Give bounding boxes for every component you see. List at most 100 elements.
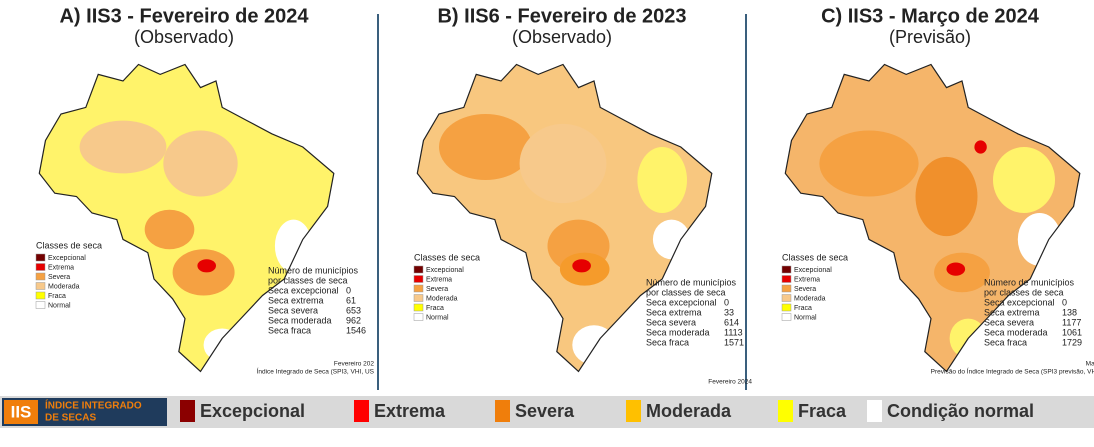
map-region — [915, 156, 978, 237]
legend-title: Classes de seca — [782, 252, 848, 262]
panel-title: C) IIS3 - Março de 2024 — [821, 5, 1040, 27]
logo: IIS — [11, 402, 32, 421]
stats-label: Seca excepcional — [268, 285, 339, 295]
stats-value: 653 — [346, 305, 361, 315]
stats-value: 1546 — [346, 325, 366, 335]
legend-swatch — [413, 275, 424, 283]
legend-label: Fraca — [426, 305, 444, 312]
panel-title: A) IIS3 - Fevereiro de 2024 — [59, 5, 309, 27]
map-region — [519, 123, 607, 204]
stats-value: 1061 — [1062, 327, 1082, 337]
banner-swatch — [778, 400, 793, 422]
stats-title: por classes de seca — [984, 287, 1064, 297]
legend-swatch — [35, 272, 46, 281]
legend-swatch — [781, 284, 792, 293]
map-region — [172, 249, 235, 296]
legend-swatch — [781, 303, 792, 312]
map-region — [572, 259, 591, 273]
banner-swatch — [867, 400, 882, 422]
map-region — [144, 209, 195, 250]
stats-label: Seca extrema — [984, 307, 1040, 317]
stats-label: Seca excepcional — [646, 297, 717, 307]
stats-label: Seca severa — [646, 317, 696, 327]
legend-label: Extrema — [48, 264, 74, 271]
banner-swatch — [180, 400, 195, 422]
stats-label: Seca fraca — [268, 325, 311, 335]
footer-note: Previsão do Índice Integrado de Seca (SP… — [931, 367, 1094, 376]
stats-value: 962 — [346, 315, 361, 325]
banner-swatch — [495, 400, 510, 422]
legend-label: Moderada — [426, 295, 458, 302]
legend-label: Extrema — [794, 276, 820, 283]
map-region — [946, 262, 966, 276]
stats-value: 138 — [1062, 307, 1077, 317]
footer-note: Fevereiro 2024 — [708, 379, 752, 386]
stats-label: Seca severa — [984, 317, 1034, 327]
footer-note: Índice Integrado de Seca (SPI3, VHI, US — [257, 367, 375, 376]
stats-value: 1729 — [1062, 337, 1082, 347]
map-region — [197, 259, 216, 273]
banner-swatch — [626, 400, 641, 422]
stats-label: Seca excepcional — [984, 297, 1055, 307]
legend-swatch — [781, 275, 792, 283]
map-outline — [784, 63, 1081, 373]
panel-title: B) IIS6 - Fevereiro de 2023 — [437, 5, 686, 27]
legend-swatch — [35, 263, 46, 271]
stats-label: Seca fraca — [984, 337, 1027, 347]
legend-swatch — [781, 294, 792, 302]
legend-title: Classes de seca — [414, 252, 480, 262]
stats-title: Número de municípios — [984, 277, 1075, 287]
legend-swatch — [413, 313, 424, 321]
stats-value: 1113 — [724, 327, 743, 337]
stats-title: por classes de seca — [268, 275, 348, 285]
stats-label: Seca moderada — [646, 327, 710, 337]
stats-label: Seca moderada — [268, 315, 332, 325]
map-region — [637, 147, 687, 213]
stats-label: Seca severa — [268, 305, 318, 315]
banner-label: Severa — [515, 401, 575, 421]
map-region — [993, 147, 1055, 213]
legend-swatch — [413, 303, 424, 312]
stats-value: 0 — [346, 285, 351, 295]
stats-title: Número de municípios — [646, 277, 737, 287]
logo-text: DE SECAS — [45, 413, 96, 424]
legend-swatch — [35, 253, 46, 262]
banner-label: Excepcional — [200, 401, 305, 421]
legend-label: Moderada — [794, 295, 826, 302]
map-region — [163, 130, 238, 197]
stats-value: 0 — [724, 297, 729, 307]
legend-swatch — [35, 301, 46, 309]
panel-subtitle: (Observado) — [134, 27, 234, 47]
legend-swatch — [35, 282, 46, 290]
banner-label: Fraca — [798, 401, 847, 421]
legend-label: Moderada — [48, 283, 80, 290]
legend-label: Extrema — [426, 276, 452, 283]
legend-label: Normal — [794, 314, 817, 321]
legend-swatch — [781, 265, 792, 274]
map-region — [247, 156, 309, 237]
legend-label: Severa — [794, 286, 816, 293]
stats-value: 1571 — [724, 337, 744, 347]
legend-swatch — [413, 294, 424, 302]
legend-label: Severa — [48, 274, 70, 281]
legend-swatch — [781, 313, 792, 321]
map-region — [974, 140, 987, 154]
legend-title: Classes de seca — [36, 240, 102, 250]
legend-label: Fraca — [48, 293, 66, 300]
legend-label: Normal — [426, 314, 449, 321]
map-region — [819, 130, 919, 197]
stats-title: por classes de seca — [646, 287, 726, 297]
legend-label: Normal — [48, 302, 71, 309]
logo-mark — [4, 400, 38, 424]
legend-swatch — [413, 284, 424, 293]
legend-label: Severa — [426, 286, 448, 293]
map-region — [79, 120, 167, 174]
stats-value: 33 — [724, 307, 734, 317]
legend-label: Excepcional — [426, 267, 464, 274]
footer-note: Março 2024 — [1086, 361, 1094, 368]
footer-note: Fevereiro 202 — [334, 361, 374, 368]
banner-label: Extrema — [374, 401, 446, 421]
map-outline — [416, 63, 713, 373]
stats-label: Seca extrema — [268, 295, 324, 305]
